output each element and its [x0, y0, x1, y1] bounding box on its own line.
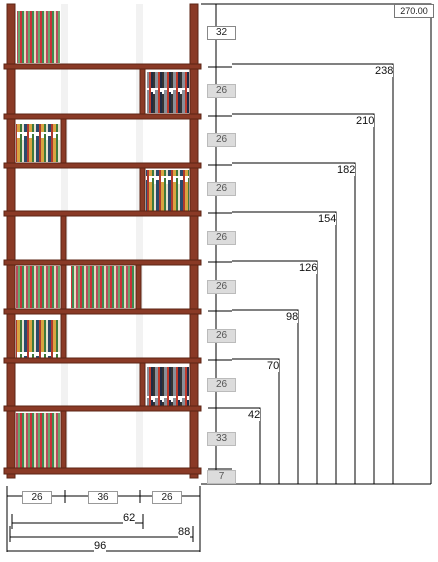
cumulative-width-label: 96 — [94, 540, 107, 552]
cumulative-width-label: 62 — [123, 512, 136, 524]
divider — [139, 167, 146, 212]
side-panel-right — [189, 3, 199, 479]
shelf-board — [3, 113, 202, 120]
shelf-board — [3, 210, 202, 217]
cumulative-width-label: 88 — [178, 526, 191, 538]
column-width-label: 26 — [152, 491, 182, 504]
compartment-height-label: 26 — [207, 84, 236, 98]
column-width-label: 36 — [88, 491, 118, 504]
height-mark-label: 42 — [248, 409, 261, 421]
divider — [60, 264, 67, 310]
total-height-label: 270.00 — [394, 4, 434, 18]
divider — [60, 215, 67, 261]
divider — [139, 362, 146, 407]
side-panel-left — [6, 3, 16, 479]
compartment-height-label: 7 — [207, 470, 236, 484]
shelf-board — [3, 357, 202, 364]
height-mark-label: 98 — [286, 311, 299, 323]
divider — [60, 118, 67, 164]
height-mark-label: 70 — [267, 360, 280, 372]
compartment-height-label: 26 — [207, 182, 236, 196]
shelf-board — [3, 259, 202, 266]
divider — [139, 68, 146, 115]
compartment-height-label: 26 — [207, 280, 236, 294]
height-mark-label: 126 — [299, 262, 318, 274]
back-rail — [136, 4, 143, 474]
shelf-frame — [3, 3, 202, 479]
books — [146, 170, 189, 211]
books — [147, 72, 189, 113]
shelf-board — [3, 308, 202, 315]
books — [16, 266, 60, 308]
book-group — [16, 11, 189, 468]
books — [71, 266, 135, 308]
books — [16, 320, 60, 358]
books — [147, 367, 189, 408]
books — [16, 413, 60, 468]
shelf-board — [3, 162, 202, 169]
compartment-height-label: 32 — [207, 26, 236, 40]
divider — [135, 264, 142, 310]
compartment-height-label: 33 — [207, 432, 236, 446]
height-mark-label: 182 — [337, 164, 356, 176]
compartment-height-label: 26 — [207, 133, 236, 147]
divider — [60, 410, 67, 469]
shelf-board — [3, 405, 202, 412]
height-mark-label: 154 — [318, 213, 337, 225]
column-width-label: 26 — [22, 491, 52, 504]
books — [17, 11, 60, 63]
compartment-height-label: 26 — [207, 329, 236, 343]
divider — [60, 313, 67, 359]
height-mark-label: 238 — [375, 65, 394, 77]
height-mark-label: 210 — [356, 115, 375, 127]
compartment-height-label: 26 — [207, 378, 236, 392]
shelf-board — [3, 467, 202, 475]
compartment-height-label: 26 — [207, 231, 236, 245]
shelf-board — [3, 63, 202, 70]
books — [16, 124, 60, 162]
